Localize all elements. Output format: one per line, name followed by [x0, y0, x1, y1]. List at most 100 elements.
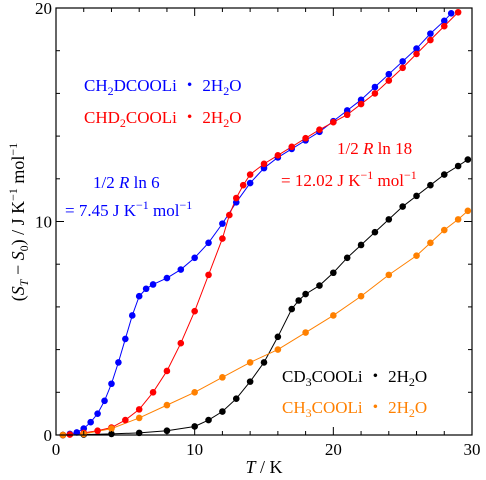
legend-cd3cooli: CD3COOLi ・ 2H2O: [282, 367, 427, 389]
data-point-1-3: [94, 427, 101, 435]
data-point-3-16: [454, 216, 462, 223]
data-point-0-18: [219, 220, 226, 227]
axis-ticks: 0 10 20 30 0 10 20: [35, 0, 481, 459]
data-point-0-12: [142, 285, 150, 293]
data-point-1-19: [288, 143, 296, 151]
data-point-2-5: [191, 423, 198, 430]
data-point-0-9: [122, 335, 129, 343]
data-point-1-25: [371, 90, 379, 97]
data-point-1-7: [149, 389, 157, 396]
legend-chd2cooli: CHD2COOLi ・ 2H2O: [84, 108, 241, 130]
data-point-2-18: [357, 241, 365, 249]
data-point-3-7: [246, 359, 254, 366]
data-point-2-21: [399, 203, 406, 210]
data-point-0-15: [177, 266, 185, 273]
legend-ch3cooli: CH3COOLi ・ 2H2O: [282, 398, 427, 420]
data-point-0-5: [94, 410, 101, 417]
x-tick-label-10: 10: [186, 440, 203, 459]
data-point-2-7: [219, 408, 226, 415]
data-point-1-6: [135, 406, 143, 413]
data-point-2-13: [295, 297, 302, 304]
data-point-1-11: [205, 271, 212, 279]
data-point-0-34: [440, 17, 448, 25]
data-point-3-10: [330, 312, 337, 319]
data-point-0-11: [135, 292, 143, 300]
data-point-0-29: [371, 83, 379, 91]
x-tick-label-0: 0: [52, 440, 61, 459]
data-point-0-14: [163, 274, 171, 282]
legend-ch2dcooli: CH2DCOOLi ・ 2H2O: [84, 76, 241, 98]
data-point-2-11: [274, 333, 282, 341]
series-points: [59, 8, 472, 439]
data-point-2-24: [440, 171, 448, 178]
data-point-3-12: [385, 271, 393, 279]
data-point-1-9: [177, 339, 185, 347]
data-point-3-11: [357, 292, 365, 300]
y-axis-label: (ST − S0) / J K−1 mol−1: [6, 143, 31, 301]
data-point-1-30: [440, 22, 448, 30]
data-point-2-17: [343, 254, 351, 262]
data-point-2-4: [163, 427, 171, 435]
data-point-1-5: [122, 416, 129, 424]
data-point-1-31: [454, 8, 462, 16]
data-point-1-13: [226, 211, 233, 219]
y-tick-label-10: 10: [35, 213, 52, 232]
data-point-1-10: [191, 307, 198, 315]
data-point-1-27: [399, 64, 406, 72]
data-point-1-14: [232, 194, 240, 202]
annotation-ln18-line1: 1/2 R ln 18: [337, 139, 412, 158]
data-point-3-8: [274, 346, 282, 353]
y-tick-label-0: 0: [44, 426, 53, 445]
data-point-1-23: [343, 111, 351, 119]
data-point-1-18: [274, 152, 282, 159]
data-point-1-12: [219, 235, 226, 242]
data-point-2-16: [330, 269, 337, 277]
data-point-2-14: [302, 290, 309, 298]
data-point-0-30: [385, 70, 393, 78]
data-point-0-4: [87, 418, 94, 426]
data-point-3-17: [464, 207, 472, 215]
data-point-0-35: [447, 10, 455, 17]
data-point-1-24: [357, 100, 365, 108]
data-point-3-2: [108, 425, 115, 432]
data-point-2-9: [246, 378, 254, 385]
data-point-1-16: [246, 171, 254, 178]
data-point-0-6: [101, 397, 108, 405]
data-point-1-17: [260, 160, 268, 168]
data-point-2-23: [427, 181, 434, 189]
data-point-1-22: [330, 118, 337, 126]
annotation-ln18-line2: = 12.02 J K−1 mol−1: [281, 168, 417, 190]
data-point-3-9: [302, 329, 309, 336]
data-point-2-22: [413, 192, 420, 200]
data-point-2-12: [288, 305, 296, 313]
data-point-2-10: [260, 359, 268, 366]
data-point-2-8: [232, 395, 240, 403]
data-point-0-13: [149, 281, 157, 288]
data-point-2-25: [454, 162, 462, 170]
data-point-2-15: [316, 282, 323, 289]
data-point-1-26: [385, 77, 393, 84]
data-point-2-26: [464, 156, 472, 163]
data-point-3-14: [427, 239, 434, 247]
data-point-3-6: [219, 374, 226, 381]
data-point-3-15: [440, 226, 448, 234]
annotation-ln6-line1: 1/2 R ln 6: [93, 173, 160, 192]
x-axis-label: T / K: [245, 457, 282, 477]
data-point-1-29: [427, 36, 434, 44]
plot-frame: [55, 7, 473, 436]
data-point-0-10: [128, 312, 136, 319]
data-point-2-19: [371, 228, 379, 236]
data-point-3-3: [135, 414, 143, 422]
data-point-0-32: [413, 45, 420, 52]
data-point-0-33: [427, 30, 434, 37]
data-point-2-6: [205, 416, 212, 424]
data-point-1-28: [413, 50, 420, 58]
data-point-0-2: [73, 429, 81, 436]
data-point-0-16: [191, 254, 198, 262]
data-point-1-8: [163, 367, 171, 375]
data-point-0-8: [115, 359, 122, 366]
data-point-2-20: [385, 216, 393, 223]
data-point-0-20: [246, 179, 254, 187]
annotation-ln6-line2: = 7.45 J K−1 mol−1: [65, 198, 192, 220]
